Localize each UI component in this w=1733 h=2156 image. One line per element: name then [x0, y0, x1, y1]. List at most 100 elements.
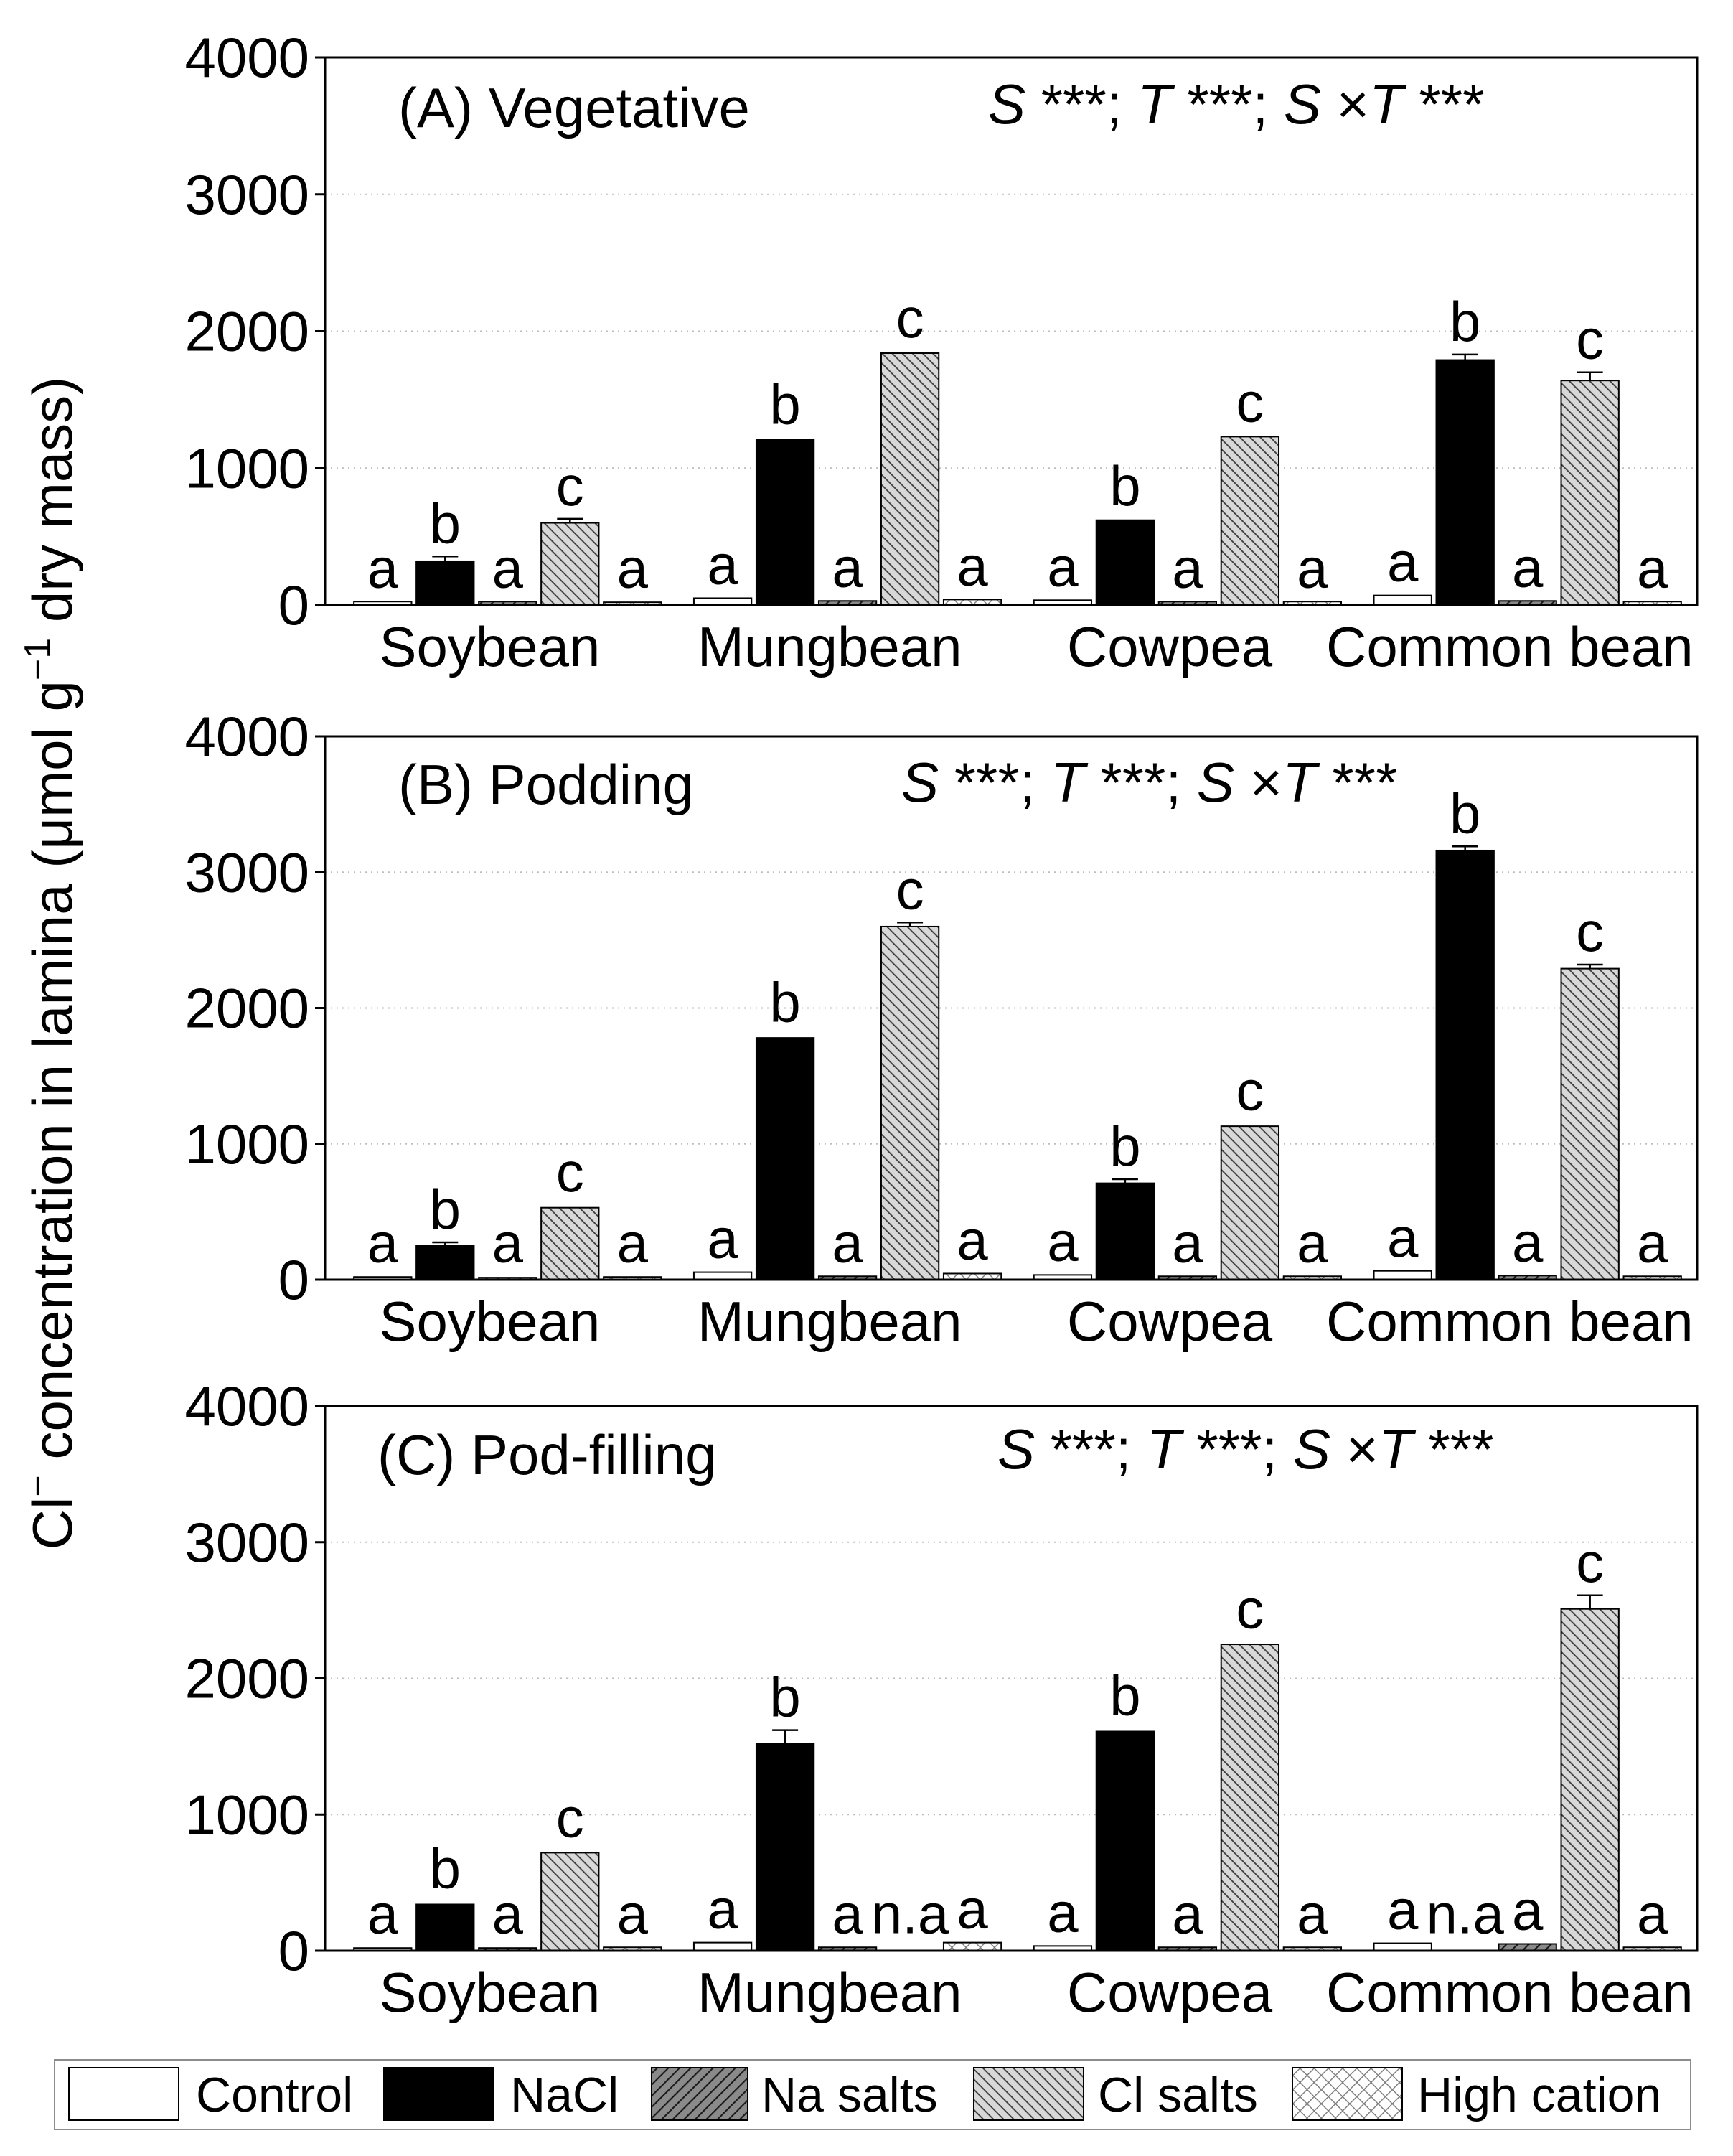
y-tick-label: 3000: [184, 1511, 309, 1574]
y-label-end-text: dry mass): [21, 377, 84, 638]
legend-label: Cl salts: [1098, 2068, 1258, 2122]
bar-control-common-bean: [1373, 594, 1432, 606]
y-label-superscript-minus-one: −1: [17, 638, 59, 680]
significance-letter: b: [769, 1666, 800, 1729]
anova-stats: S ***; T ***; S ×T ***: [988, 72, 1485, 136]
bar-nacl-common-bean: [1435, 849, 1495, 1280]
significance-letter: a: [1387, 1878, 1419, 1941]
significance-letter: a: [1297, 536, 1328, 599]
significance-letter: a: [1047, 1880, 1079, 1944]
legend-swatch-high-cation: [1292, 2067, 1403, 2121]
significance-letter: a: [1637, 1882, 1668, 1945]
x-category-label: Soybean: [379, 1290, 600, 1353]
legend-swatch-na-salts: [651, 2067, 748, 2121]
significance-letter: a: [1172, 536, 1203, 599]
legend-item-cl-salts: Cl salts: [973, 2067, 1258, 2122]
bar-cl-salts-soybean: [540, 1206, 600, 1281]
significance-letter: a: [1297, 1882, 1328, 1945]
y-label-main-text: concentration in lamina (μmol g: [21, 680, 84, 1475]
anova-stats-segment: S: [988, 72, 1025, 136]
significance-letter: b: [769, 970, 800, 1034]
x-category-label: Common bean: [1326, 1290, 1694, 1353]
significance-letter: a: [707, 533, 738, 596]
significance-letter: b: [430, 1178, 461, 1241]
x-category-label: Common bean: [1326, 1961, 1694, 2024]
anova-stats-segment: ×: [1321, 72, 1369, 136]
significance-letter: c: [1236, 370, 1264, 433]
legend-frame: [54, 2059, 1691, 2130]
significance-letter: a: [1172, 1211, 1203, 1274]
x-category-label: Cowpea: [1067, 615, 1273, 678]
bar-cl-salts-soybean: [540, 1852, 600, 1951]
anova-stats-segment: ***: [1413, 1417, 1494, 1481]
y-tick-label: 4000: [184, 26, 309, 89]
significance-letter: b: [430, 492, 461, 555]
significance-letter: a: [492, 1211, 524, 1274]
significance-letter: a: [617, 536, 649, 599]
bar-cl-salts-mungbean: [880, 925, 940, 1280]
significance-letter: c: [1236, 1577, 1264, 1640]
anova-stats-segment: T: [1147, 1417, 1185, 1481]
significance-letter: c: [896, 858, 924, 921]
legend-item-na-salts: Na salts: [651, 2067, 938, 2122]
significance-letter: a: [1637, 1211, 1668, 1274]
panel-title: (A) Vegetative: [398, 76, 750, 139]
y-tick-label: 0: [278, 1919, 309, 1982]
legend-label: Control: [196, 2068, 353, 2122]
significance-letter: c: [556, 454, 584, 517]
y-tick-label: 2000: [184, 300, 309, 363]
anova-stats-segment: ***;: [939, 751, 1051, 814]
bar-nacl-soybean: [415, 1245, 475, 1280]
x-category-label: Mungbean: [698, 1961, 962, 2024]
bar-cl-salts-soybean: [540, 522, 600, 606]
y-tick-label: 0: [278, 573, 309, 637]
significance-letter: n.a: [871, 1882, 949, 1945]
anova-stats-segment: S: [1284, 72, 1321, 136]
significance-letter: a: [1047, 535, 1079, 598]
bar-nacl-mungbean: [755, 439, 815, 606]
significance-letter: a: [1172, 1882, 1203, 1945]
significance-letter: a: [957, 1878, 988, 1941]
anova-stats-segment: T: [1282, 751, 1320, 814]
x-category-label: Cowpea: [1067, 1961, 1273, 2024]
bar-nacl-cowpea: [1095, 1730, 1155, 1951]
x-category-label: Cowpea: [1067, 1290, 1273, 1353]
legend-item-high-cation: High cation: [1292, 2067, 1661, 2122]
significance-letter: n.a: [1426, 1882, 1504, 1945]
significance-letter: a: [1637, 536, 1668, 599]
significance-letter: a: [617, 1211, 649, 1274]
anova-stats-segment: T: [1369, 72, 1407, 136]
bar-cl-salts-common-bean: [1560, 967, 1620, 1281]
significance-letter: c: [556, 1140, 584, 1204]
y-tick-label: 3000: [184, 163, 309, 226]
significance-letter: a: [1047, 1209, 1079, 1272]
anova-stats: S ***; T ***; S ×T ***: [901, 751, 1398, 814]
y-tick-label: 2000: [184, 977, 309, 1040]
bar-nacl-cowpea: [1095, 519, 1155, 606]
x-category-label: Mungbean: [698, 615, 962, 678]
significance-letter: a: [1512, 1879, 1544, 1942]
bar-nacl-common-bean: [1435, 359, 1495, 606]
significance-letter: a: [617, 1882, 649, 1945]
significance-letter: a: [367, 536, 399, 599]
bar-cl-salts-common-bean: [1560, 380, 1620, 606]
bar-cl-salts-cowpea: [1220, 1644, 1280, 1951]
anova-stats-segment: ***: [1404, 72, 1485, 136]
significance-letter: c: [896, 286, 924, 350]
y-tick-label: 0: [278, 1248, 309, 1311]
legend-swatch-control: [68, 2067, 179, 2121]
significance-letter: a: [367, 1882, 399, 1945]
significance-letter: b: [1450, 782, 1480, 845]
y-label-superscript-minus: −: [17, 1475, 59, 1496]
bar-cl-salts-mungbean: [880, 352, 940, 606]
significance-letter: b: [1109, 1115, 1140, 1178]
bar-cl-salts-cowpea: [1220, 436, 1280, 606]
bar-control-common-bean: [1373, 1270, 1432, 1280]
anova-stats-segment: S: [1293, 1417, 1330, 1481]
anova-stats-segment: ×: [1330, 1417, 1379, 1481]
significance-letter: a: [832, 535, 863, 599]
y-tick-label: 4000: [184, 705, 309, 768]
significance-letter: a: [957, 1209, 988, 1272]
